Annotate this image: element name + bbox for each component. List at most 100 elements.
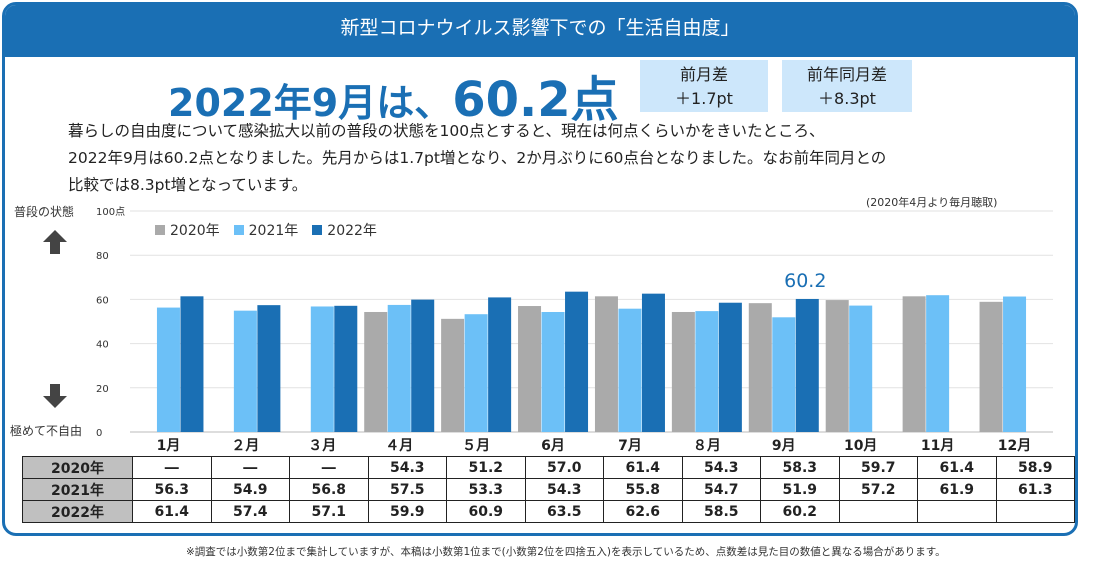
bar-2022-9 (795, 298, 819, 432)
headline-score: 60.2点 (452, 72, 619, 128)
bar-2020-6 (518, 306, 542, 432)
table-value-cell: 51.2 (446, 456, 526, 479)
table-row: 2022年 61.4 57.4 57.1 59.9 60.9 63.5 62.6 58.5 60.… (22, 500, 1075, 523)
y-tick-label: 80 (96, 251, 109, 262)
bar-2021-10 (849, 305, 873, 432)
x-tick-label: 6月 (541, 438, 565, 454)
legend-swatch-2020 (155, 225, 165, 235)
arrow-up-icon (43, 230, 67, 254)
legend-swatch-2021 (233, 225, 244, 235)
table-value-cell: 63.5 (524, 500, 604, 523)
footnote: ※調査では小数第2位まで集計していますが、本稿は小数第1位まで(小数第2位を四捨… (186, 546, 946, 558)
survey-note: (2020年4月より毎月聴取) (866, 196, 998, 209)
bar-2021-3 (310, 306, 334, 432)
x-tick-label: ３月 (308, 438, 336, 454)
y-tick-label: 40 (96, 340, 109, 351)
bar-2022-8 (718, 302, 742, 432)
description: 暮らしの自由度について感染拡大以前の普段の状態を100点とすると、現在は何点くら… (68, 118, 1058, 199)
table-year-cell: 2021年 (22, 478, 133, 501)
bar-2022-2 (257, 305, 281, 432)
description-line-1: 暮らしの自由度について感染拡大以前の普段の状態を100点とすると、現在は何点くら… (68, 122, 825, 140)
legend-item-2022: 2022年 (312, 220, 377, 240)
bar-2020-10 (825, 300, 849, 432)
stat-year-diff: 前年同月差 ＋8.3pt (782, 60, 912, 112)
bar-2021-6 (541, 311, 565, 432)
bar-2022-6 (565, 291, 589, 432)
bar-2021-4 (387, 304, 411, 432)
very-restricted-label: 極めて不自由 (10, 424, 83, 438)
panel-header: 新型コロナウイルス影響下での「生活自由度」 (5, 5, 1075, 57)
stat-month-diff: 前月差 ＋1.7pt (640, 60, 768, 112)
table-value-cell: 57.4 (210, 500, 290, 523)
description-line-3: 比較では8.3pt増となっています。 (68, 176, 308, 194)
legend-label-2022: 2022年 (327, 223, 377, 239)
table-value-cell: 56.3 (132, 478, 212, 501)
bar-2021-2 (233, 310, 257, 432)
y-tick-label: 100点 (96, 206, 125, 218)
table-value-cell (838, 500, 918, 523)
table-row: 2020年 ― ― ― 54.3 51.2 57.0 61.4 54.3 58.3 59.7 61.4… (22, 456, 1075, 479)
description-line-2: 2022年9月は60.2点となりました。先月からは1.7pt増となり、2か月ぶり… (68, 149, 887, 167)
table-value-cell: 54.7 (681, 478, 761, 501)
stat-year-diff-value: ＋8.3pt (818, 89, 876, 108)
bar-2021-12 (1003, 296, 1027, 432)
bar-2022-4 (411, 299, 435, 432)
bar-2021-5 (464, 314, 488, 432)
table-value-cell: 60.9 (446, 500, 526, 523)
bar-2020-8 (671, 311, 695, 432)
table-value-cell: 54.3 (367, 456, 447, 479)
table-value-cell: 57.0 (524, 456, 604, 479)
legend-label-2020: 2020年 (170, 223, 220, 239)
table-value-cell: 58.3 (760, 456, 840, 479)
table-value-cell: 56.8 (289, 478, 369, 501)
x-tick-label: ２月 (231, 438, 259, 454)
table-value-cell (995, 500, 1075, 523)
table-value-cell: 57.5 (367, 478, 447, 501)
table-value-cell: ― (132, 456, 212, 479)
table-value-cell: 54.9 (210, 478, 290, 501)
table-value-cell: 58.9 (995, 456, 1075, 479)
bar-2021-1 (156, 307, 180, 432)
bar-2022-5 (488, 297, 512, 432)
table-value-cell: 62.6 (603, 500, 683, 523)
table-value-cell: 51.9 (760, 478, 840, 501)
headline: 2022年9月は、60.2点 (168, 60, 619, 130)
table-value-cell: 53.3 (446, 478, 526, 501)
bar-2022-3 (334, 305, 358, 432)
table-value-cell: ― (289, 456, 369, 479)
headline-date: 2022年9月は、 (168, 81, 453, 125)
table-row: 2021年 56.3 54.9 56.8 57.5 53.3 54.3 55.8 54.7 51.… (22, 478, 1075, 501)
table-value-cell: 61.3 (995, 478, 1075, 501)
table-value-cell: ― (210, 456, 290, 479)
table-year-cell: 2020年 (22, 456, 133, 479)
table-value-cell: 59.9 (367, 500, 447, 523)
stat-month-diff-label: 前月差 (679, 65, 728, 84)
y-tick-label: 0 (96, 428, 102, 439)
legend-swatch-2022 (312, 225, 323, 235)
bar-2020-9 (748, 303, 772, 432)
bar-2022-1 (180, 296, 204, 432)
bar-2021-7 (618, 308, 642, 432)
table-value-cell: 60.2 (760, 500, 840, 523)
table-value-cell (917, 500, 997, 523)
data-table: 2020年 ― ― ― 54.3 51.2 57.0 61.4 54.3 58.3 59.7 61.4… (22, 456, 1075, 523)
x-tick-label: 12月 (998, 438, 1031, 454)
legend-item-2021: 2021年 (233, 220, 298, 240)
table-value-cell: 61.4 (917, 456, 997, 479)
x-tick-label: ５月 (462, 438, 490, 454)
stat-month-diff-value: ＋1.7pt (675, 89, 733, 108)
data-label-annotation: 60.2 (784, 270, 826, 292)
table-value-cell: 55.8 (603, 478, 683, 501)
legend-item-2020: 2020年 (155, 220, 220, 240)
x-tick-label: 1月 (157, 438, 181, 454)
table-value-cell: 54.3 (524, 478, 604, 501)
bar-2020-4 (364, 311, 388, 432)
bar-2021-11 (926, 295, 950, 432)
x-tick-label: 9月 (772, 438, 796, 454)
table-value-cell: 57.1 (289, 500, 369, 523)
table-value-cell: 59.7 (838, 456, 918, 479)
x-tick-label: 7月 (618, 438, 642, 454)
bar-2021-9 (772, 317, 796, 432)
table-value-cell: 61.4 (603, 456, 683, 479)
